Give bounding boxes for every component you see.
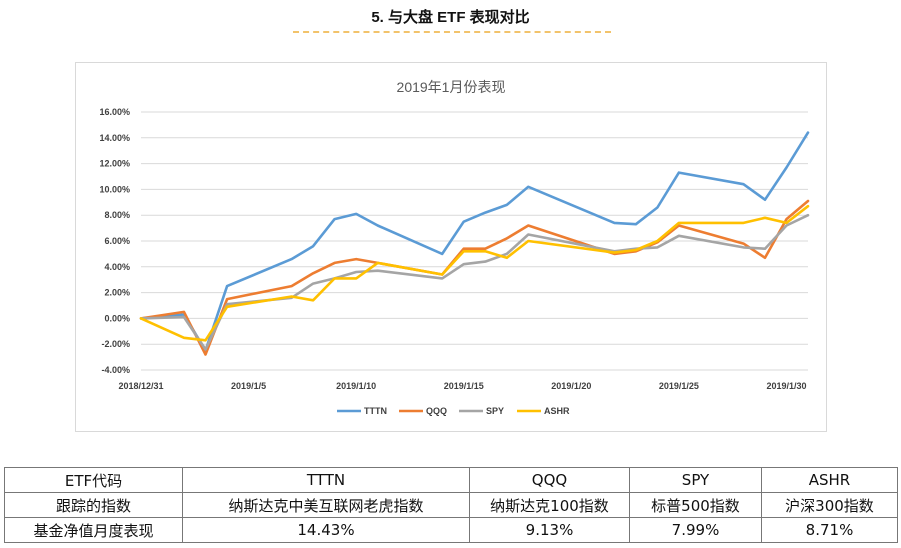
x-tick-label: 2019/1/5 [231, 381, 266, 391]
table-cell: 纳斯达克中美互联网老虎指数 [182, 492, 470, 518]
y-tick-label: 2.00% [104, 288, 130, 298]
series-line-ashr [139, 204, 810, 342]
y-tick-label: -4.00% [101, 365, 130, 375]
x-tick-label: 2018/12/31 [118, 381, 163, 391]
x-tick-label: 2019/1/20 [551, 381, 591, 391]
table-cell: 跟踪的指数 [4, 492, 183, 518]
table-cell: 7.99% [629, 517, 762, 543]
chart-title: 2019年1月份表现 [397, 79, 506, 95]
title-underline [293, 31, 611, 33]
table-row: 基金净值月度表现 14.43% 9.13% 7.99% 8.71% [4, 517, 898, 543]
table-cell: 沪深300指数 [761, 492, 898, 518]
line-chart: 2019年1月份表现 -4.00% -2.00% 0.00% 2.00% 4.00% 6.0… [99, 79, 810, 416]
x-tick-label: 2019/1/15 [444, 381, 484, 391]
table-cell: 9.13% [469, 517, 630, 543]
table-cell: TTTN [182, 467, 470, 493]
legend-label: TTTN [364, 406, 387, 416]
table-row: 跟踪的指数 纳斯达克中美互联网老虎指数 纳斯达克100指数 标普500指数 沪深300指… [4, 492, 898, 518]
table-cell: QQQ [469, 467, 630, 493]
x-tick-label: 2019/1/30 [766, 381, 806, 391]
y-tick-label: -2.00% [101, 339, 130, 349]
legend-label: QQQ [426, 406, 447, 416]
legend-label: SPY [486, 406, 504, 416]
table-row: ETF代码 TTTN QQQ SPY ASHR [4, 467, 898, 493]
y-tick-label: 0.00% [104, 313, 130, 323]
y-tick-label: 10.00% [99, 184, 130, 194]
y-tick-label: 6.00% [104, 236, 130, 246]
table-cell: 标普500指数 [629, 492, 762, 518]
summary-table: ETF代码 TTTN QQQ SPY ASHR 跟踪的指数 纳斯达克中美互联网老虎指数 纳斯达… [4, 467, 898, 543]
y-tick-label: 4.00% [104, 262, 130, 272]
table-cell: ETF代码 [4, 467, 183, 493]
series-line-spy [139, 213, 810, 351]
y-tick-label: 8.00% [104, 210, 130, 220]
series-line-tttn [139, 131, 810, 352]
table-cell: 纳斯达克100指数 [469, 492, 630, 518]
legend-label: ASHR [544, 406, 570, 416]
table-cell: 8.71% [761, 517, 898, 543]
x-tick-label: 2019/1/25 [659, 381, 699, 391]
y-tick-label: 16.00% [99, 107, 130, 117]
table-cell: SPY [629, 467, 762, 493]
chart-container: 2019年1月份表现 -4.00% -2.00% 0.00% 2.00% 4.00% 6.0… [75, 62, 827, 432]
series-line-qqq [139, 199, 810, 356]
x-tick-label: 2019/1/10 [336, 381, 376, 391]
table-cell: 14.43% [182, 517, 470, 543]
section-title: 5. 与大盘 ETF 表现对比 [371, 9, 530, 26]
table-cell: 基金净值月度表现 [4, 517, 183, 543]
y-tick-label: 12.00% [99, 159, 130, 169]
table-cell: ASHR [761, 467, 898, 493]
y-tick-label: 14.00% [99, 133, 130, 143]
